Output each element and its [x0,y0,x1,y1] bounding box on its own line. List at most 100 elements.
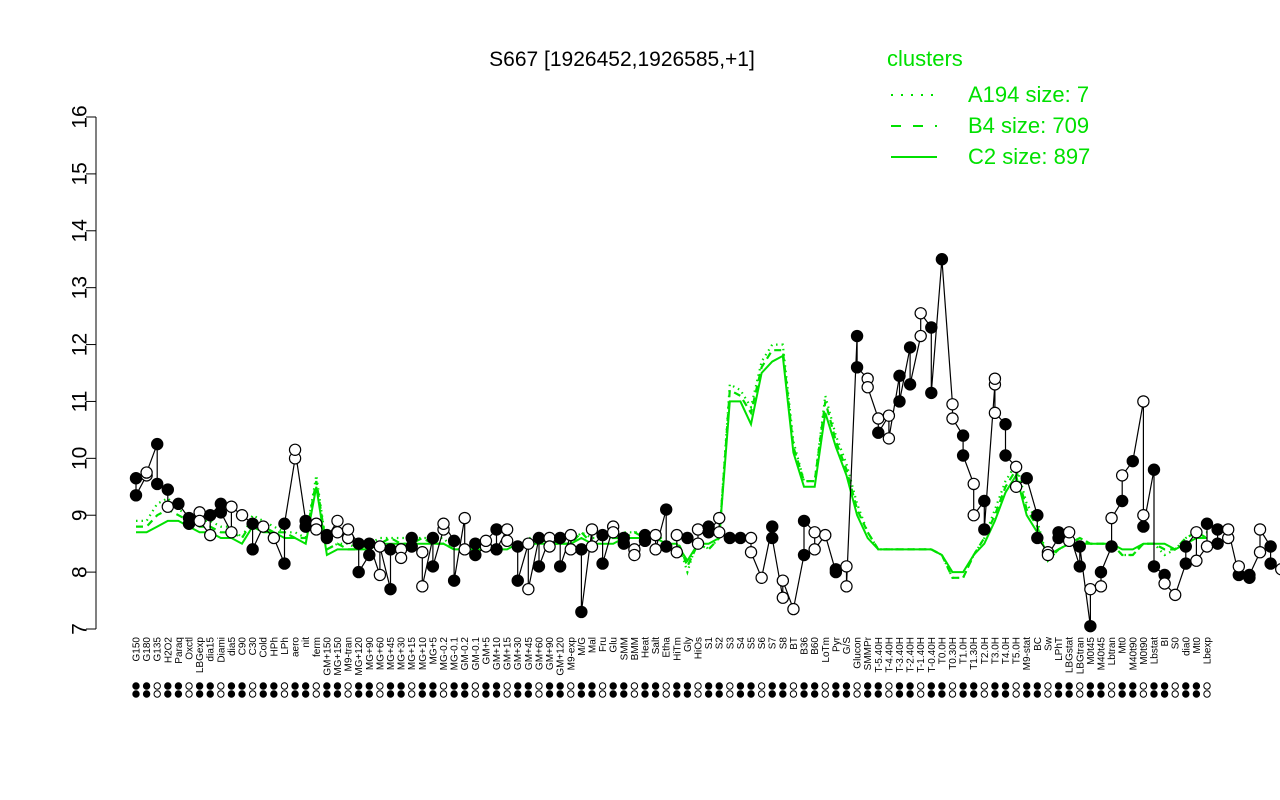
x-tick-label-41: M9-exp [566,637,577,671]
rug-mark-101 [1203,682,1211,690]
rug-mark-69 [863,682,872,690]
data-point-16 [214,506,228,519]
rug-mark-b-89 [1076,690,1084,698]
x-tick-label-74: T-1.40H [916,637,927,673]
rug-mark-b-57 [736,690,745,698]
data-point-144 [946,412,959,425]
data-point-105 [713,511,726,525]
rug-mark-61 [779,682,787,690]
data-point-187 [1179,540,1192,553]
data-point-115 [776,574,790,587]
y-tick-label-2: 9 [68,509,91,521]
x-tick-label-32: GM-0.1 [471,637,482,671]
data-point-29 [299,520,312,533]
x-tick-label-81: T3.0H [990,637,1001,664]
x-tick-label-33: GM+5 [481,637,492,665]
rug-mark-4 [174,682,183,690]
x-tick-label-63: B36 [800,637,811,655]
data-point-20 [246,517,259,530]
x-tick-label-35: GM+15 [503,637,514,671]
data-point-100 [681,531,694,545]
data-point-91 [628,548,641,562]
rug-mark-b-8 [217,690,225,698]
data-point-44 [384,582,397,596]
x-tick-label-2: G135 [153,637,164,662]
rug-mark-35 [503,682,511,690]
data-point-199 [1243,568,1256,582]
rug-mark-b-13 [270,690,278,698]
data-point-132 [882,409,896,422]
legend-label-c2: C2 size: 897 [968,144,1090,169]
rug-mark-91 [1097,682,1105,690]
rug-mark-b-91 [1097,690,1105,698]
rug-mark-27 [418,682,427,690]
x-tick-label-19: MG+150 [333,637,344,676]
data-point-56 [447,534,461,548]
rug-mark-b-83 [1012,690,1020,698]
rug-mark-b-51 [673,690,681,698]
data-point-177 [1126,454,1139,468]
rug-mark-b-1 [142,690,151,698]
data-point-80 [575,543,588,556]
data-point-112 [766,520,779,533]
rug-mark-99 [1182,682,1190,690]
legend-label-a194: A194 size: 7 [968,82,1089,107]
y-tick-label-1: 8 [68,566,91,578]
rug-mark-84 [1023,682,1031,690]
rug-mark-b-68 [853,690,861,698]
rug-mark-b-100 [1192,690,1201,698]
data-point-140 [925,321,938,334]
rug-mark-b-47 [630,690,639,698]
data-point-170 [1084,582,1097,596]
data-point-204 [1275,563,1280,576]
data-point-72 [532,531,546,545]
data-point-13 [204,528,217,542]
rug-mark-b-60 [768,690,776,698]
x-tick-label-11: C30 [248,637,259,656]
rug-mark-6 [195,682,204,690]
rug-mark-30 [450,682,458,690]
data-point-142 [935,253,949,266]
rug-mark-37 [524,682,533,690]
x-tick-label-72: T-3.40H [895,637,906,673]
data-point-159 [1031,509,1044,522]
rug-mark-22 [365,682,373,690]
data-point-133 [882,432,896,445]
x-tick-label-5: Oxctl [185,637,196,660]
rug-mark-b-63 [800,690,808,698]
x-tick-label-20: M9-tran [344,637,355,671]
x-tick-label-17: ferm [312,637,323,657]
rug-mark-82 [1001,682,1010,690]
x-tick-label-16: nit [301,637,312,648]
x-tick-label-86: Sw [1043,636,1054,651]
rug-mark-70 [874,682,882,690]
rug-mark-7 [206,682,214,690]
rug-mark-b-29 [439,690,448,698]
data-point-137 [903,378,917,391]
data-point-191 [1200,517,1214,530]
rug-mark-32 [471,682,480,690]
rug-mark-b-26 [408,690,416,698]
rug-mark-73 [906,682,914,690]
rug-mark-95 [1139,682,1148,690]
rug-mark-24 [386,682,395,690]
data-point-73 [532,560,546,573]
data-point-77 [553,560,567,573]
data-point-166 [1062,526,1076,539]
rug-mark-23 [376,682,384,690]
data-point-203 [1264,557,1277,570]
rug-mark-79 [970,682,978,690]
x-tick-label-66: Pyr [831,636,842,652]
rug-mark-b-45 [609,690,617,698]
rug-mark-b-72 [895,690,904,698]
x-tick-label-15: aero [291,637,302,657]
x-tick-label-22: MG+90 [365,637,376,671]
x-tick-label-31: GM-0.2 [460,637,471,671]
rug-mark-15 [291,682,299,690]
rug-mark-b-88 [1065,690,1073,698]
rug-mark-b-44 [598,690,607,698]
x-tick-label-49: Salt [651,637,662,654]
x-tick-label-39: GM+90 [545,637,556,671]
x-tick-label-10: C90 [238,637,249,656]
